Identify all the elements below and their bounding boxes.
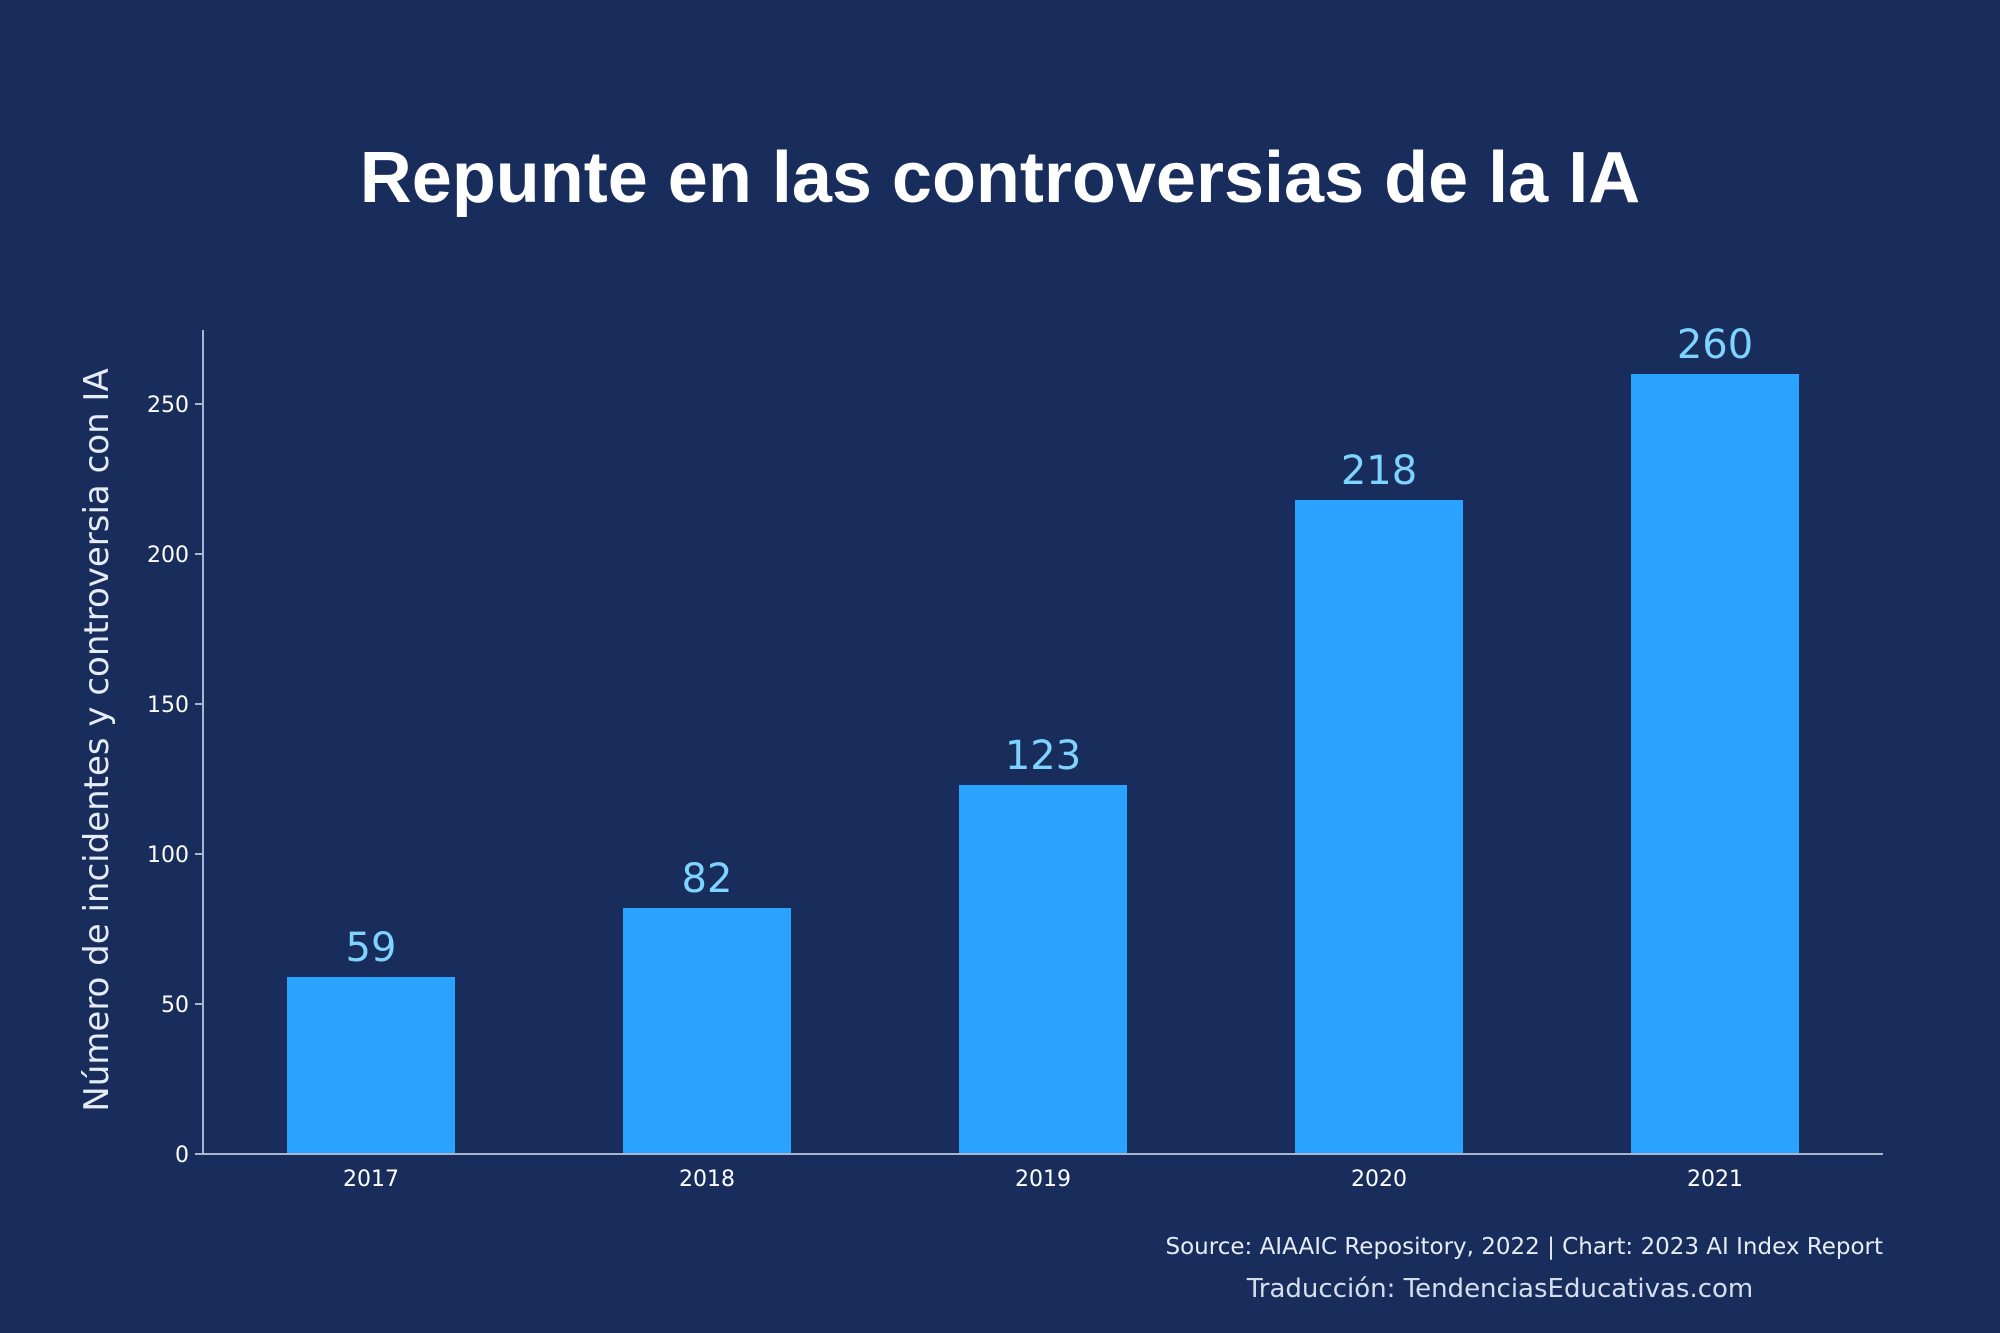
bar-2018 xyxy=(623,908,791,1154)
data-label-2019: 123 xyxy=(1005,733,1081,779)
data-labels: 59 82 123 218 260 xyxy=(346,322,1754,971)
data-label-2021: 260 xyxy=(1677,322,1753,368)
x-tick-label: 2017 xyxy=(343,1167,399,1192)
y-axis-ticks: 0 50 100 150 200 250 xyxy=(147,393,203,1168)
x-axis-ticks: 2017 2018 2019 2020 2021 xyxy=(343,1167,1743,1192)
y-tick-label: 200 xyxy=(147,543,189,568)
y-tick-label: 50 xyxy=(161,993,189,1018)
chart-title: Repunte en las controversias de la IA xyxy=(360,138,1640,218)
data-label-2017: 59 xyxy=(346,925,397,971)
bar-2021 xyxy=(1631,374,1799,1154)
bars xyxy=(287,374,1799,1154)
y-tick-label: 150 xyxy=(147,693,189,718)
translation-credit: Traducción: TendenciasEducativas.com xyxy=(1246,1274,1754,1304)
x-tick-label: 2019 xyxy=(1015,1167,1071,1192)
source-note: Source: AIAAIC Repository, 2022 | Chart:… xyxy=(1166,1234,1883,1260)
bar-2020 xyxy=(1295,500,1463,1154)
bar-2019 xyxy=(959,785,1127,1154)
y-tick-label: 0 xyxy=(175,1143,189,1168)
data-label-2018: 82 xyxy=(682,856,733,902)
x-tick-label: 2021 xyxy=(1687,1167,1743,1192)
x-tick-label: 2018 xyxy=(679,1167,735,1192)
y-axis-label: Número de incidentes y controversia con … xyxy=(77,368,117,1111)
bar-2017 xyxy=(287,977,455,1154)
y-tick-label: 250 xyxy=(147,393,189,418)
data-label-2020: 218 xyxy=(1341,448,1417,494)
y-tick-label: 100 xyxy=(147,843,189,868)
x-tick-label: 2020 xyxy=(1351,1167,1407,1192)
